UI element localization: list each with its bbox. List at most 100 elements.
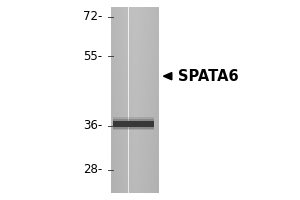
Bar	[111, 16, 159, 18]
Bar	[139, 7, 140, 193]
Bar	[142, 7, 143, 193]
Text: 28-: 28-	[83, 163, 102, 176]
Bar	[111, 49, 159, 51]
Bar	[111, 46, 159, 49]
Bar	[111, 32, 159, 35]
Bar	[119, 7, 120, 193]
Bar	[111, 84, 159, 86]
Bar	[144, 7, 145, 193]
Bar	[111, 14, 159, 16]
Bar	[111, 105, 159, 107]
Bar	[111, 23, 159, 25]
Bar	[111, 88, 159, 91]
Bar	[113, 121, 154, 127]
Bar	[116, 7, 117, 193]
Bar	[113, 119, 154, 129]
Bar	[111, 65, 159, 67]
Bar	[111, 86, 159, 88]
Bar	[158, 7, 159, 193]
Bar	[111, 133, 159, 135]
Bar	[111, 156, 159, 158]
Bar	[111, 44, 159, 46]
Bar	[145, 7, 146, 193]
Bar	[111, 135, 159, 137]
Bar	[113, 7, 114, 193]
Bar	[143, 7, 144, 193]
Bar	[111, 114, 159, 116]
Bar	[111, 142, 159, 144]
Bar	[111, 147, 159, 149]
Bar	[135, 7, 136, 193]
Bar	[156, 7, 157, 193]
Bar	[111, 11, 159, 14]
Bar	[111, 130, 159, 133]
Bar	[111, 179, 159, 182]
Bar	[111, 56, 159, 58]
Bar	[132, 7, 133, 193]
Bar	[111, 37, 159, 39]
Bar	[111, 28, 159, 30]
Bar	[111, 186, 159, 189]
Bar	[111, 18, 159, 21]
Bar	[115, 7, 116, 193]
Bar	[111, 53, 159, 56]
Bar	[111, 67, 159, 70]
Bar	[111, 144, 159, 147]
Bar	[152, 7, 153, 193]
Text: SPATA6: SPATA6	[178, 69, 238, 84]
Bar	[113, 117, 154, 130]
Bar	[111, 191, 159, 193]
Bar	[111, 60, 159, 63]
Bar	[117, 7, 118, 193]
Bar	[111, 119, 159, 121]
Bar	[111, 128, 159, 130]
Bar	[111, 116, 159, 119]
Bar	[128, 7, 129, 193]
Bar	[155, 7, 156, 193]
Bar	[111, 91, 159, 93]
Bar	[111, 182, 159, 184]
Bar	[122, 7, 123, 193]
Bar	[137, 7, 138, 193]
Bar	[111, 39, 159, 42]
Bar	[111, 165, 159, 168]
Bar	[150, 7, 151, 193]
Bar	[133, 7, 134, 193]
Bar	[111, 177, 159, 179]
Bar	[111, 58, 159, 60]
Text: 72-: 72-	[83, 10, 102, 23]
Bar	[111, 95, 159, 98]
Bar	[111, 170, 159, 172]
Bar	[125, 7, 126, 193]
Bar	[111, 112, 159, 114]
Bar	[149, 7, 150, 193]
Bar	[130, 7, 131, 193]
Bar	[153, 7, 154, 193]
Bar	[111, 109, 159, 112]
Bar	[111, 137, 159, 140]
Bar	[141, 7, 142, 193]
Bar	[131, 7, 132, 193]
Bar	[111, 149, 159, 151]
Bar	[111, 7, 112, 193]
Bar	[120, 7, 121, 193]
Bar	[157, 7, 158, 193]
Bar	[111, 51, 159, 53]
Bar	[111, 21, 159, 23]
Bar	[126, 7, 127, 193]
Bar	[111, 63, 159, 65]
Bar	[111, 126, 159, 128]
Bar	[111, 72, 159, 74]
Bar	[136, 7, 137, 193]
Bar	[111, 25, 159, 28]
Bar	[111, 98, 159, 100]
Bar	[111, 35, 159, 37]
Bar	[111, 175, 159, 177]
Bar	[111, 74, 159, 77]
Bar	[124, 7, 125, 193]
Bar	[111, 140, 159, 142]
Bar	[111, 154, 159, 156]
Bar	[111, 81, 159, 84]
Bar	[129, 7, 130, 193]
Bar	[121, 7, 122, 193]
